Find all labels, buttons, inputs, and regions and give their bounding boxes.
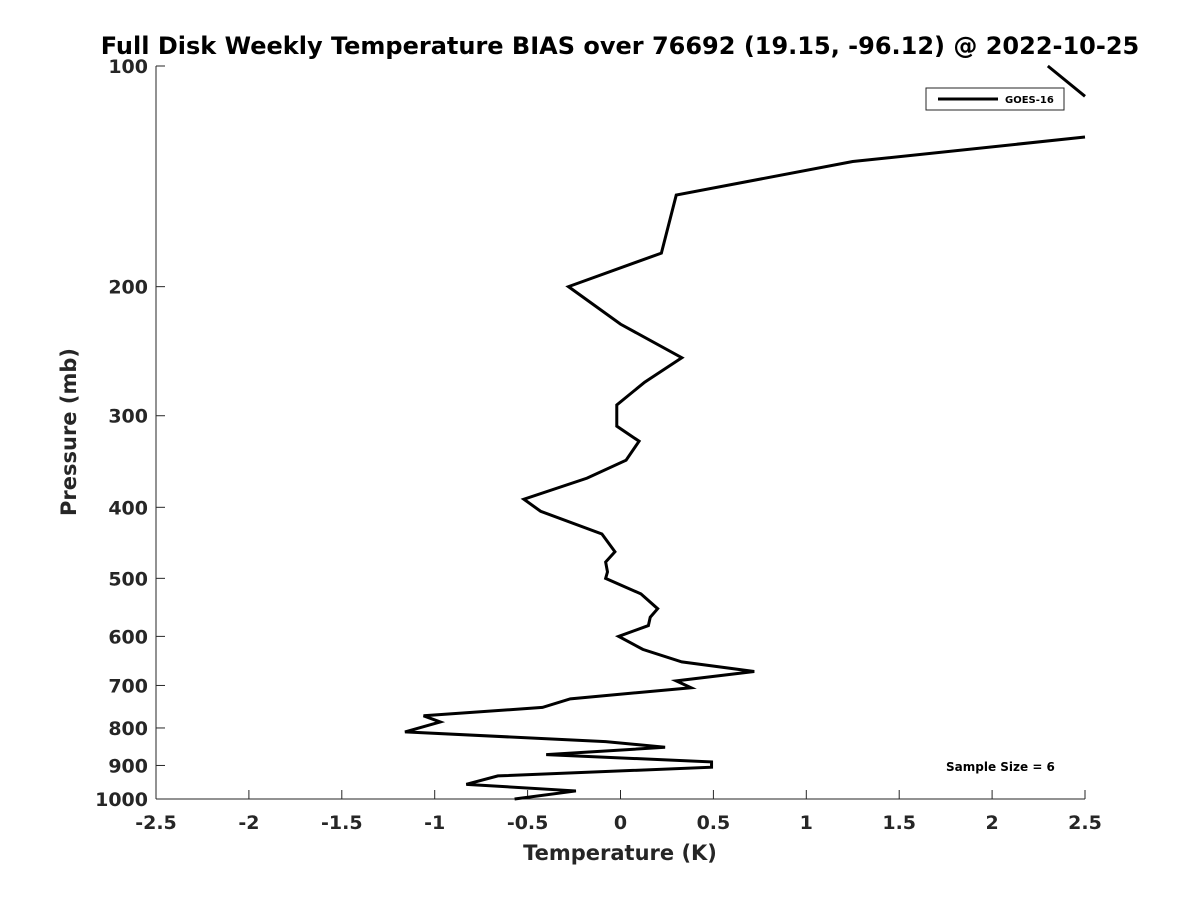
x-tick-label: 1.5 [882,812,916,834]
x-ticks: -2.5 -2 -1.5 -1 -0.5 0 0.5 1 1.5 2 2.5 [135,790,1102,834]
y-tick-label: 1000 [95,789,148,811]
y-tick-label: 400 [108,497,148,519]
y-tick-label: 300 [108,406,148,428]
y-axis-label: Pressure (mb) [57,348,81,516]
x-tick-label: 0.5 [697,812,731,834]
x-tick-label: -0.5 [507,812,549,834]
y-tick-label: 500 [108,568,148,590]
x-tick-label: -1 [424,812,445,834]
legend-label: GOES-16 [1005,95,1054,106]
x-tick-label: -2.5 [135,812,177,834]
y-tick-label: 900 [108,755,148,777]
x-tick-label: -1.5 [321,812,363,834]
x-tick-label: 2 [985,812,998,834]
y-tick-label: 800 [108,718,148,740]
x-axis-label: Temperature (K) [523,841,717,865]
y-ticks: 100 200 300 400 500 600 700 800 900 1000 [95,56,165,811]
series-line-0 [1046,64,1086,98]
axes [155,66,1085,800]
y-tick-label: 700 [108,675,148,697]
sample-size-annotation: Sample Size = 6 [946,760,1055,774]
series-line-1 [404,135,1086,801]
x-tick-label: 2.5 [1068,812,1102,834]
x-tick-label: -2 [238,812,259,834]
x-tick-label: 0 [614,812,627,834]
y-tick-label: 100 [108,56,148,78]
legend: GOES-16 [925,87,1065,111]
x-tick-label: 1 [800,812,813,834]
y-tick-label: 200 [108,277,148,299]
chart-title: Full Disk Weekly Temperature BIAS over 7… [101,32,1140,60]
y-tick-label: 600 [108,626,148,648]
series-group [404,64,1086,801]
